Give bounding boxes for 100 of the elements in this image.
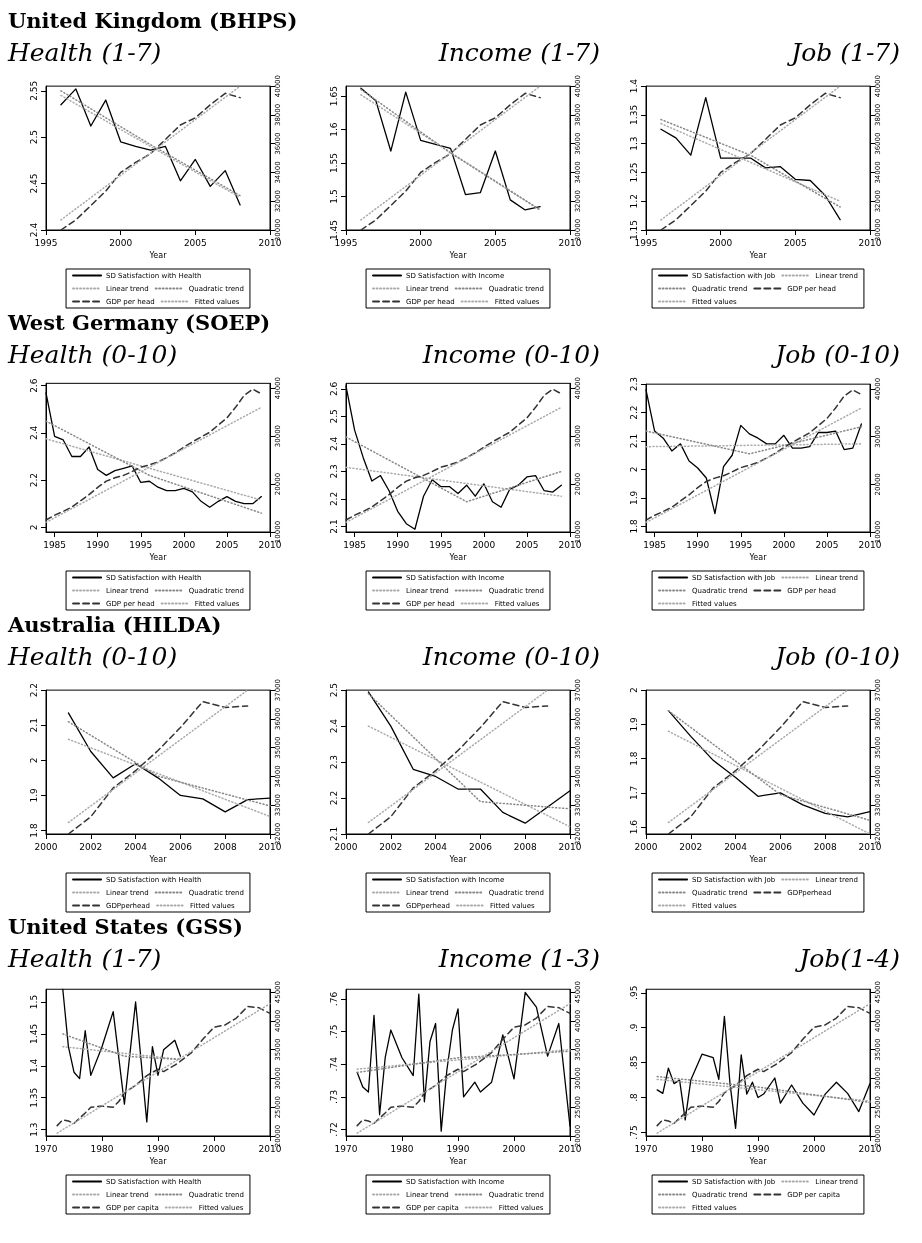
chart-title: Income (0-10) [421,340,601,371]
chart-title: Income (1-7) [437,38,601,69]
y-tick-label: 1.35 [628,104,639,125]
x-tick-label: 2000 [409,237,433,248]
x-tick-label: 1995 [429,539,453,550]
chart-title: Job (0-10) [770,340,901,371]
y-tick-label: .9 [628,1023,639,1032]
y-tick-label: 2 [28,524,39,531]
x-tick-label: 1990 [386,539,410,550]
y-tick-label: 1.5 [28,994,39,1010]
chart-title: Health (0-10) [8,340,179,371]
x-tick-label: 2000 [202,1143,226,1154]
x-tick-label: 2002 [379,841,403,852]
y-tick-label: 2.3 [628,376,639,392]
y-tick-label: 2.2 [328,790,339,806]
x-tick-label: 2005 [515,539,539,550]
chart-title: Health (1-7) [8,38,163,69]
chart-title: Job(1-4) [794,944,901,975]
y-tick-label: 1.6 [628,819,639,835]
y-tick-label: 2.1 [628,433,639,449]
x-tick-label: 2005 [183,237,207,248]
y-tick-label: 2.1 [28,718,39,733]
x-tick-label: 2000 [502,1143,526,1154]
x-tick-label: 2005 [483,237,507,248]
y-tick-label: 2.4 [328,436,339,452]
x-tick-label: 2000 [109,237,133,248]
y-tick-label: 2 [628,687,639,693]
y-tick-label: 1.25 [628,162,639,183]
x-tick-label: 2000 [334,841,358,852]
x-tick-label: 1995 [129,539,153,550]
x-tick-label: 2000 [172,539,196,550]
x-tick-label: 1985 [343,539,367,550]
y-tick-label: 1.9 [628,490,639,506]
y-tick-label: 2.1 [328,519,339,534]
y-tick-label: 2.4 [28,425,39,441]
x-tick-label: 1990 [746,1143,770,1154]
x-tick-label: 2000 [34,841,58,852]
x-tick-label: 1980 [690,1143,714,1154]
x-tick-label: 2000 [772,539,796,550]
x-tick-label: 2000 [634,841,658,852]
text: United States (GSS) [8,914,243,939]
y-tick-label: .73 [328,1089,339,1105]
x-tick-label: 2006 [168,841,193,852]
x-tick-label: 1985 [43,539,67,550]
y-tick-label: .72 [328,1122,339,1137]
chart-title: Income (0-10) [421,642,601,673]
x-tick-label: 2006 [468,841,493,852]
y-tick-label: 1.2 [628,194,639,209]
y-tick-label: 2.3 [328,464,339,479]
x-tick-label: 1985 [643,539,667,550]
x-tick-label: 2004 [724,841,748,852]
y-tick-label: 2 [628,466,639,473]
x-tick-label: 1990 [86,539,110,550]
x-tick-label: 1970 [634,1143,658,1154]
y-tick-label: 2.1 [328,826,339,842]
y-tick-label: 2.3 [328,754,339,770]
x-tick-label: 1980 [90,1143,114,1154]
x-tick-label: 1970 [334,1143,358,1154]
y-tick-label: 1.3 [28,1122,39,1137]
y-tick-label: 2.6 [328,381,339,397]
y-tick-label: 1.65 [328,86,339,107]
x-tick-label: 2008 [513,841,537,852]
x-axis-title: Year [148,855,168,865]
y-tick-label: 1.4 [628,78,639,94]
text: West Germany (SOEP) [8,310,271,335]
x-tick-label: 1970 [34,1143,58,1154]
y-tick-label: .95 [628,985,639,1000]
y-tick-label: .74 [328,1056,339,1072]
x-tick-label: 2002 [79,841,103,852]
y-tick-label: 2.5 [328,409,339,424]
x-axis-title: Year [448,251,468,261]
y-tick-label: 1.8 [28,823,39,838]
y-tick-label: 1.55 [328,153,339,174]
x-tick-label: 1990 [446,1143,470,1154]
y-tick-label: 2.4 [28,222,39,238]
text: United Kingdom (BHPS) [8,8,298,33]
x-tick-label: 2000 [802,1143,826,1154]
y-tick-label: .75 [328,1024,339,1039]
x-tick-label: 1995 [729,539,753,550]
x-axis-title: Year [148,1157,168,1167]
y-tick-label: 1.8 [628,518,639,534]
y-tick-label: 1.4 [28,1058,39,1073]
x-tick-label: 2005 [783,237,807,248]
chart-title: Job (0-10) [770,642,901,673]
y-tick-label: .8 [628,1093,639,1102]
y-tick-label: 2.2 [28,472,39,488]
x-axis-title: Year [148,251,168,261]
y-tick-label: 2.5 [28,130,39,145]
y-tick-label: 2.6 [28,378,39,393]
x-tick-label: 2004 [124,841,148,852]
x-tick-label: 1980 [390,1143,414,1154]
x-tick-label: 2000 [472,539,496,550]
x-axis-title: Year [748,553,768,563]
chart-title: Health (0-10) [8,642,179,673]
x-axis-title: Year [148,553,168,563]
y-tick-label: 1.3 [628,136,639,151]
x-axis-title: Year [448,855,468,865]
y-tick-label: 2 [28,757,39,764]
chart-title: Health (1-7) [8,944,163,975]
x-axis-title: Year [748,855,768,865]
